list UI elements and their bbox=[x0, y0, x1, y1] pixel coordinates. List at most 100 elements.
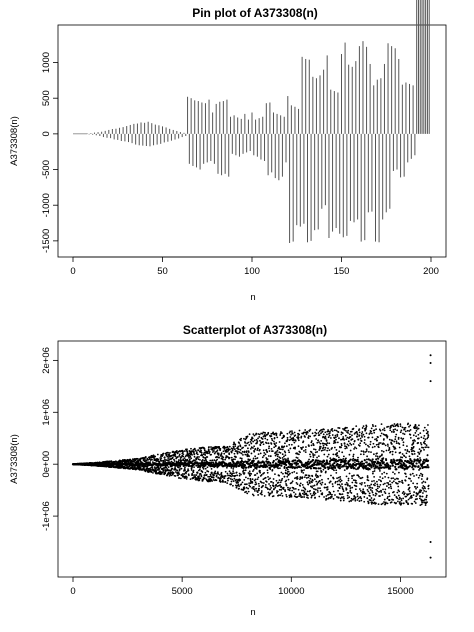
scatter-point bbox=[160, 457, 163, 460]
scatter-point bbox=[290, 443, 293, 446]
scatter-point bbox=[213, 459, 216, 462]
scatter-point bbox=[419, 467, 422, 470]
scatter-point bbox=[168, 453, 171, 456]
scatter-point bbox=[372, 453, 375, 456]
scatter-point bbox=[370, 497, 373, 499]
scatter-point bbox=[262, 431, 265, 434]
scatter-point bbox=[293, 491, 295, 494]
scatter-point bbox=[375, 493, 378, 495]
scatter-point bbox=[316, 489, 319, 492]
scatter-point bbox=[413, 475, 415, 477]
scatter-point bbox=[129, 458, 132, 461]
scatter-point bbox=[229, 478, 232, 480]
scatter-point bbox=[208, 446, 210, 448]
scatter-point bbox=[343, 438, 345, 441]
scatter-point bbox=[202, 456, 205, 459]
scatter-point bbox=[236, 452, 239, 455]
scatter-point bbox=[287, 473, 290, 476]
scatter-point bbox=[294, 493, 297, 496]
scatter-point bbox=[370, 466, 373, 469]
scatter-point bbox=[317, 439, 320, 442]
scatter-point bbox=[228, 448, 231, 451]
scatter-point bbox=[248, 484, 251, 487]
scatter-point bbox=[301, 492, 304, 495]
scatter-point bbox=[328, 442, 331, 445]
scatter-point bbox=[301, 496, 304, 498]
scatter-point bbox=[154, 455, 157, 458]
scatter-point bbox=[384, 488, 387, 491]
scatter-point bbox=[173, 468, 176, 471]
scatter-point bbox=[286, 459, 290, 462]
scatter-point bbox=[423, 448, 425, 451]
scatter-point bbox=[424, 442, 427, 445]
scatter-point bbox=[338, 487, 341, 489]
scatter-point bbox=[413, 450, 416, 453]
scatter-point bbox=[314, 448, 317, 451]
scatter-point bbox=[275, 442, 278, 444]
scatter-point bbox=[276, 458, 279, 460]
scatter-point bbox=[258, 485, 261, 487]
scatter-point bbox=[346, 494, 349, 497]
pin-xtick-label: 200 bbox=[423, 266, 439, 277]
scatter-point bbox=[297, 436, 300, 439]
scatter-point bbox=[218, 473, 221, 476]
scatter-point bbox=[420, 436, 423, 439]
scatter-point bbox=[408, 430, 411, 432]
scatter-point bbox=[187, 469, 190, 472]
scatter-point bbox=[271, 491, 273, 494]
scatter-point bbox=[354, 499, 357, 502]
scatter-point bbox=[338, 483, 341, 486]
scatter-point bbox=[224, 475, 227, 477]
scatter-point bbox=[426, 430, 429, 433]
scatter-point bbox=[406, 445, 408, 447]
pin-plot-xlabel: n bbox=[250, 292, 255, 303]
scatter-point bbox=[360, 432, 363, 435]
scatter-point bbox=[328, 481, 331, 484]
scatter-point bbox=[185, 477, 188, 480]
scatter-point bbox=[370, 464, 373, 467]
scatter-point bbox=[274, 486, 277, 489]
scatter-point bbox=[172, 471, 175, 474]
scatter-point bbox=[209, 459, 212, 462]
scatter-point bbox=[405, 465, 408, 468]
scatter-point bbox=[251, 481, 254, 484]
scatter-point bbox=[291, 471, 294, 474]
scatter-point bbox=[391, 439, 394, 442]
scatter-point bbox=[280, 464, 283, 467]
scatter-point bbox=[190, 452, 193, 454]
scatter-point bbox=[419, 495, 422, 498]
scatter-point bbox=[221, 455, 224, 458]
scatter-point bbox=[275, 434, 278, 437]
scatter-point bbox=[375, 488, 378, 491]
scatter-point bbox=[349, 489, 352, 492]
scatter-point bbox=[184, 466, 186, 469]
scatter-point bbox=[358, 428, 361, 431]
scatter-point bbox=[240, 473, 242, 476]
scatter-point bbox=[303, 449, 305, 452]
scatter-point bbox=[316, 491, 319, 493]
scatter-point bbox=[391, 453, 394, 456]
scatter-point bbox=[422, 446, 425, 449]
scatter-point bbox=[259, 439, 261, 442]
scatter-point bbox=[343, 429, 346, 431]
scatter-point bbox=[354, 496, 357, 499]
scatter-point bbox=[344, 447, 347, 450]
scatter-point bbox=[336, 433, 339, 436]
scatter-point bbox=[425, 429, 428, 431]
scatter-point bbox=[359, 437, 362, 440]
scatter-point bbox=[262, 435, 265, 438]
scatter-point bbox=[427, 484, 430, 487]
scatter-point bbox=[280, 479, 283, 482]
scatter-point bbox=[389, 485, 392, 488]
scatter-point bbox=[384, 482, 386, 485]
scatter-point bbox=[311, 479, 314, 482]
scatter-point bbox=[251, 437, 254, 440]
scatter-point bbox=[335, 429, 338, 432]
scatter-point bbox=[249, 440, 252, 443]
scatter-point bbox=[256, 441, 258, 444]
scatter-point bbox=[385, 472, 388, 475]
scatter-point bbox=[381, 428, 384, 431]
scatter-point bbox=[320, 432, 322, 435]
scatter-point bbox=[229, 472, 232, 474]
